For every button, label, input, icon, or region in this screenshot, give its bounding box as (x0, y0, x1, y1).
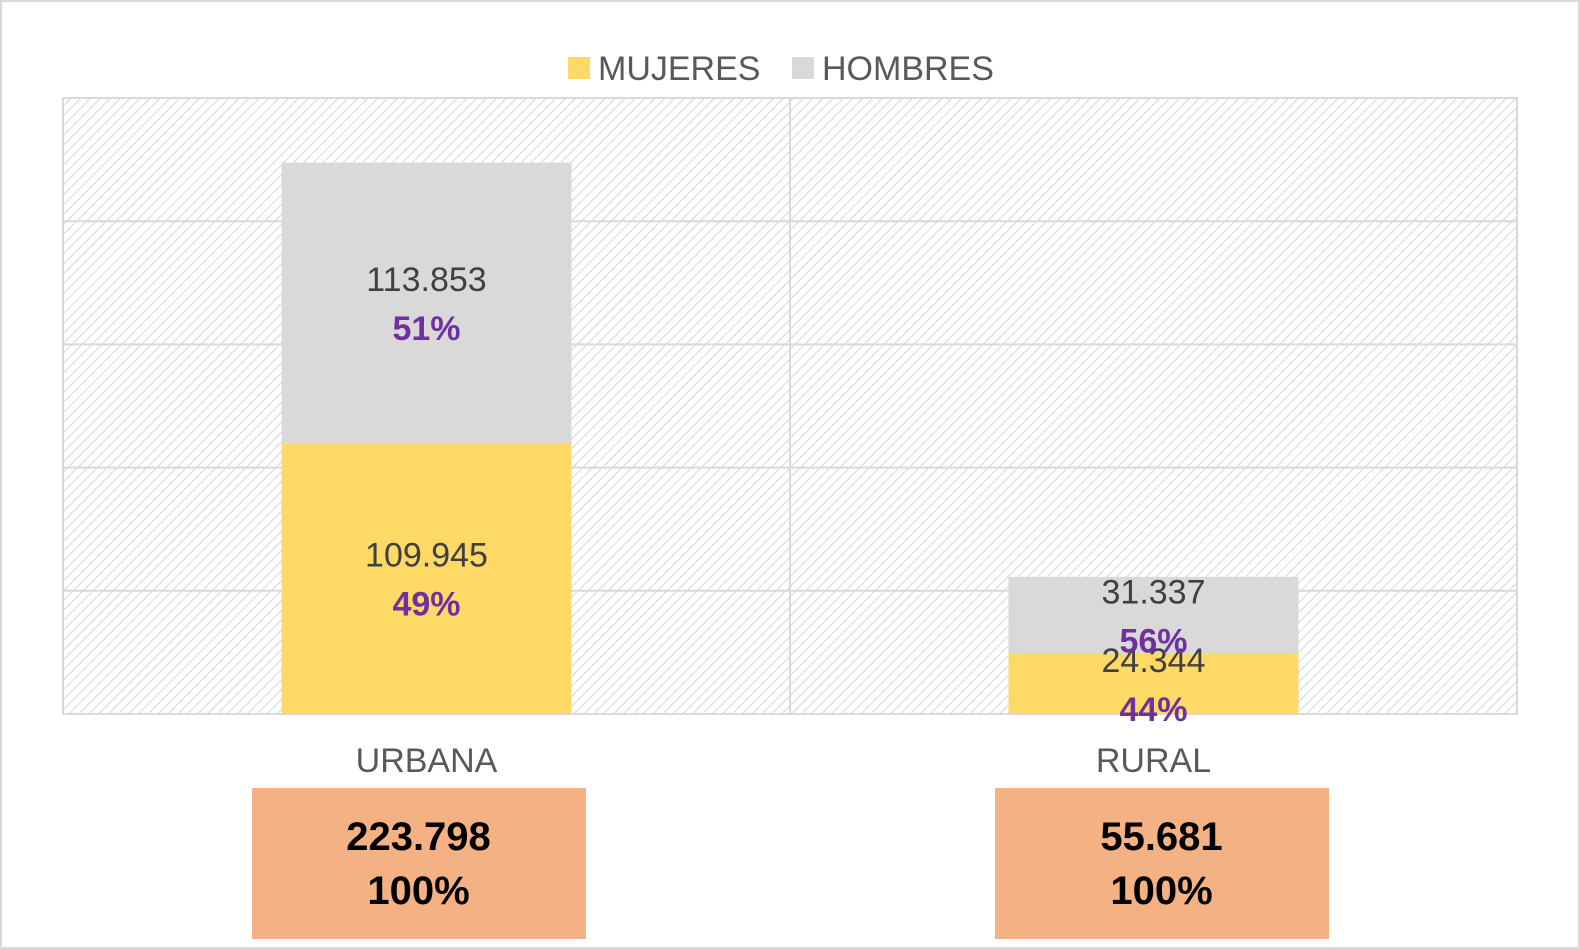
percent-label: 44% (1119, 691, 1187, 729)
category-labels: URBANA RURAL (356, 742, 1211, 780)
value-label: 31.337 (1102, 573, 1206, 611)
value-label: 113.853 (366, 261, 486, 299)
bars (281, 162, 1299, 714)
legend-label-hombres: HOMBRES (822, 50, 994, 88)
value-label: 109.945 (365, 537, 488, 575)
legend-label-mujeres: MUJERES (598, 50, 760, 88)
total-percent: 100% (1110, 868, 1213, 913)
total-box-urbana: 223.798 100% (251, 788, 586, 939)
percent-label: 56% (1119, 622, 1187, 660)
bar-mujeres-urbana (281, 443, 572, 714)
bar-hombres-rural (1008, 576, 1299, 655)
total-percent: 100% (367, 868, 470, 913)
total-value: 223.798 (346, 814, 491, 859)
bar-hombres-urbana (281, 162, 572, 444)
category-label-urbana: URBANA (356, 742, 498, 780)
percent-label: 51% (392, 310, 460, 348)
bar-mujeres-rural (1008, 654, 1299, 714)
category-label-rural: RURAL (1096, 742, 1211, 780)
legend-swatch-hombres (792, 57, 814, 79)
total-value: 55.681 (1100, 814, 1223, 859)
legend-swatch-mujeres (568, 57, 590, 79)
percent-label: 49% (392, 586, 460, 624)
legend: MUJERES HOMBRES (568, 50, 994, 88)
total-box-rural: 55.681 100% (994, 788, 1329, 939)
value-label: 24.344 (1102, 642, 1206, 680)
data-labels: 109.945 49% 113.853 51% 24.344 44% 31.337 56% (365, 261, 1205, 729)
